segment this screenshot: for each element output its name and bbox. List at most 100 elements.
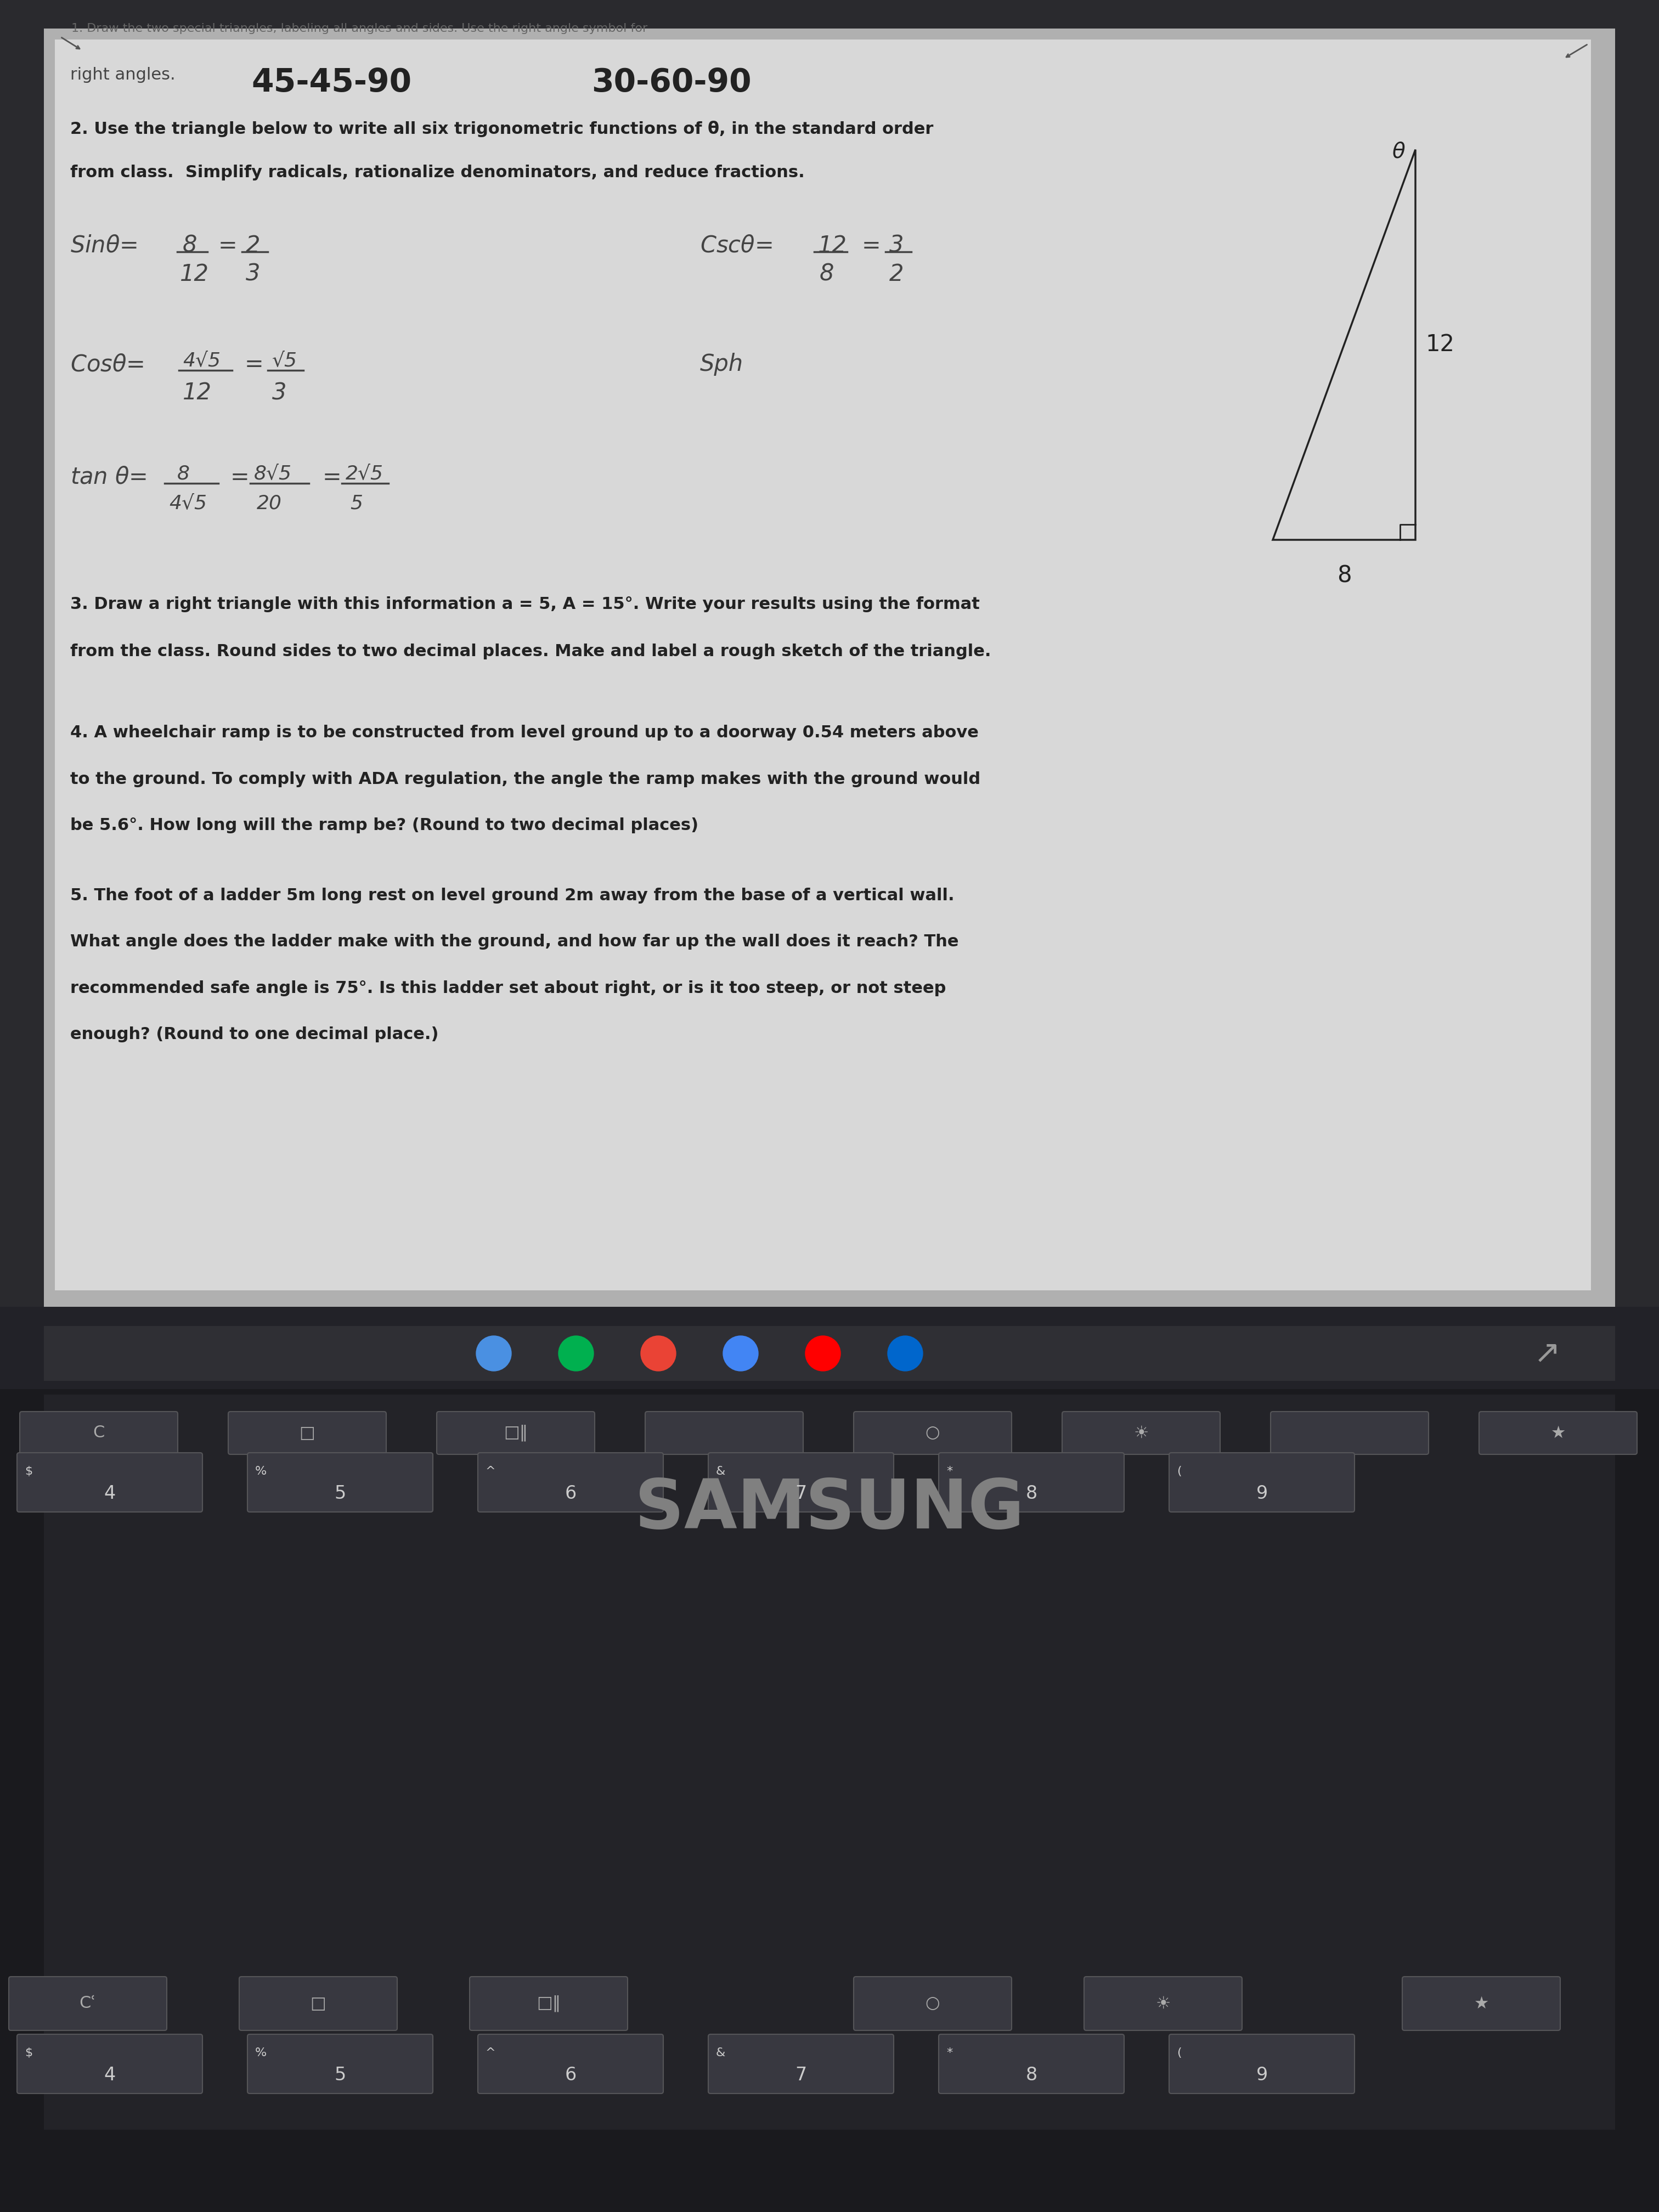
FancyBboxPatch shape	[17, 2035, 202, 2093]
FancyBboxPatch shape	[229, 1411, 387, 1453]
Text: 12: 12	[818, 234, 848, 257]
Text: =: =	[244, 354, 264, 376]
FancyBboxPatch shape	[645, 1411, 803, 1453]
Circle shape	[723, 1336, 758, 1371]
FancyBboxPatch shape	[436, 1411, 594, 1453]
Text: &: &	[717, 2048, 725, 2059]
Text: ☀: ☀	[1133, 1425, 1148, 1440]
Polygon shape	[43, 29, 1616, 1307]
Text: SAMSUNG: SAMSUNG	[635, 1478, 1024, 1544]
Text: ^: ^	[486, 1467, 496, 1478]
Text: ★: ★	[1473, 1995, 1488, 2011]
Text: 4√5: 4√5	[182, 352, 221, 372]
Text: Csc$\theta$=: Csc$\theta$=	[700, 234, 771, 257]
Text: from class.  Simplify radicals, rationalize denominators, and reduce fractions.: from class. Simplify radicals, rationali…	[70, 164, 805, 181]
Text: 8: 8	[1337, 564, 1352, 588]
Text: ↗: ↗	[1533, 1338, 1561, 1369]
Text: 2. Use the triangle below to write all six trigonometric functions of θ, in the : 2. Use the triangle below to write all s…	[70, 122, 934, 137]
Text: 4: 4	[105, 1484, 116, 1502]
FancyBboxPatch shape	[939, 1453, 1125, 1513]
Text: 7: 7	[795, 1484, 806, 1502]
Text: Cos$\theta$=: Cos$\theta$=	[70, 354, 144, 376]
Text: 5: 5	[335, 1484, 347, 1502]
FancyBboxPatch shape	[478, 2035, 664, 2093]
Text: (: (	[1176, 2048, 1181, 2059]
Text: 20: 20	[257, 493, 282, 513]
Text: What angle does the ladder make with the ground, and how far up the wall does it: What angle does the ladder make with the…	[70, 933, 959, 949]
Text: %: %	[255, 2048, 267, 2059]
Text: 8: 8	[1025, 2066, 1037, 2084]
Text: √5: √5	[272, 352, 297, 372]
Polygon shape	[0, 1307, 1659, 1389]
Text: (: (	[1176, 1467, 1181, 1478]
Text: 8: 8	[1025, 1484, 1037, 1502]
Text: 7: 7	[795, 2066, 806, 2084]
FancyBboxPatch shape	[239, 1978, 397, 2031]
Text: Cʿ: Cʿ	[80, 1995, 96, 2011]
FancyBboxPatch shape	[1402, 1978, 1559, 2031]
Circle shape	[805, 1336, 841, 1371]
Text: □: □	[299, 1425, 315, 1440]
Text: □‖: □‖	[536, 1995, 561, 2013]
Text: 2: 2	[889, 263, 904, 285]
Circle shape	[559, 1336, 594, 1371]
FancyBboxPatch shape	[854, 1978, 1012, 2031]
FancyBboxPatch shape	[1083, 1978, 1243, 2031]
Text: 3: 3	[889, 234, 904, 257]
Text: 8: 8	[820, 263, 834, 285]
Text: be 5.6°. How long will the ramp be? (Round to two decimal places): be 5.6°. How long will the ramp be? (Rou…	[70, 818, 698, 834]
Text: 2√5: 2√5	[345, 465, 383, 482]
Text: 5: 5	[350, 493, 363, 513]
FancyBboxPatch shape	[939, 2035, 1125, 2093]
Text: ○: ○	[926, 1425, 941, 1440]
Text: 2: 2	[246, 234, 260, 257]
FancyBboxPatch shape	[20, 1411, 178, 1453]
Text: to the ground. To comply with ADA regulation, the angle the ramp makes with the : to the ground. To comply with ADA regula…	[70, 772, 980, 787]
Text: 9: 9	[1256, 1484, 1267, 1502]
FancyBboxPatch shape	[1480, 1411, 1637, 1453]
Polygon shape	[0, 1389, 1659, 2212]
FancyBboxPatch shape	[854, 1411, 1012, 1453]
Circle shape	[888, 1336, 922, 1371]
Text: 8: 8	[178, 465, 189, 482]
Text: 5. The foot of a ladder 5m long rest on level ground 2m away from the base of a : 5. The foot of a ladder 5m long rest on …	[70, 887, 954, 902]
Text: 3: 3	[272, 380, 287, 405]
FancyBboxPatch shape	[247, 1453, 433, 1513]
Text: ★: ★	[1551, 1425, 1566, 1440]
Text: 12: 12	[1425, 334, 1455, 356]
Text: tan $\theta$=: tan $\theta$=	[70, 465, 146, 489]
Text: 30-60-90: 30-60-90	[591, 66, 752, 97]
Text: 8√5: 8√5	[254, 465, 292, 482]
Text: 1. Draw the two special triangles, labeling all angles and sides. Use the right : 1. Draw the two special triangles, label…	[71, 22, 647, 33]
Text: Sph: Sph	[700, 354, 743, 376]
Text: □: □	[310, 1995, 327, 2011]
FancyBboxPatch shape	[247, 2035, 433, 2093]
Text: =: =	[219, 234, 237, 257]
Text: 3: 3	[246, 263, 260, 285]
Text: 3. Draw a right triangle with this information a = 5, A = 15°. Write your result: 3. Draw a right triangle with this infor…	[70, 595, 980, 613]
FancyBboxPatch shape	[469, 1978, 627, 2031]
Text: 4√5: 4√5	[169, 493, 207, 513]
Text: 9: 9	[1256, 2066, 1267, 2084]
Text: 45-45-90: 45-45-90	[251, 66, 411, 97]
FancyBboxPatch shape	[1170, 2035, 1354, 2093]
Text: ^: ^	[486, 2048, 496, 2059]
Text: *: *	[946, 2048, 952, 2059]
Polygon shape	[43, 1325, 1616, 1380]
Text: 4: 4	[105, 2066, 116, 2084]
Text: $: $	[25, 1467, 33, 1478]
Text: right angles.: right angles.	[70, 66, 176, 82]
Text: 12: 12	[179, 263, 209, 285]
Text: =: =	[863, 234, 881, 257]
Text: $: $	[25, 2048, 33, 2059]
FancyBboxPatch shape	[1271, 1411, 1428, 1453]
Text: *: *	[946, 1467, 952, 1478]
Text: □‖: □‖	[504, 1425, 528, 1442]
Polygon shape	[0, 0, 1659, 1307]
FancyBboxPatch shape	[1170, 1453, 1354, 1513]
Text: ○: ○	[926, 1995, 941, 2011]
FancyBboxPatch shape	[708, 1453, 894, 1513]
FancyBboxPatch shape	[708, 2035, 894, 2093]
Text: from the class. Round sides to two decimal places. Make and label a rough sketch: from the class. Round sides to two decim…	[70, 644, 990, 659]
Text: =: =	[231, 465, 249, 489]
